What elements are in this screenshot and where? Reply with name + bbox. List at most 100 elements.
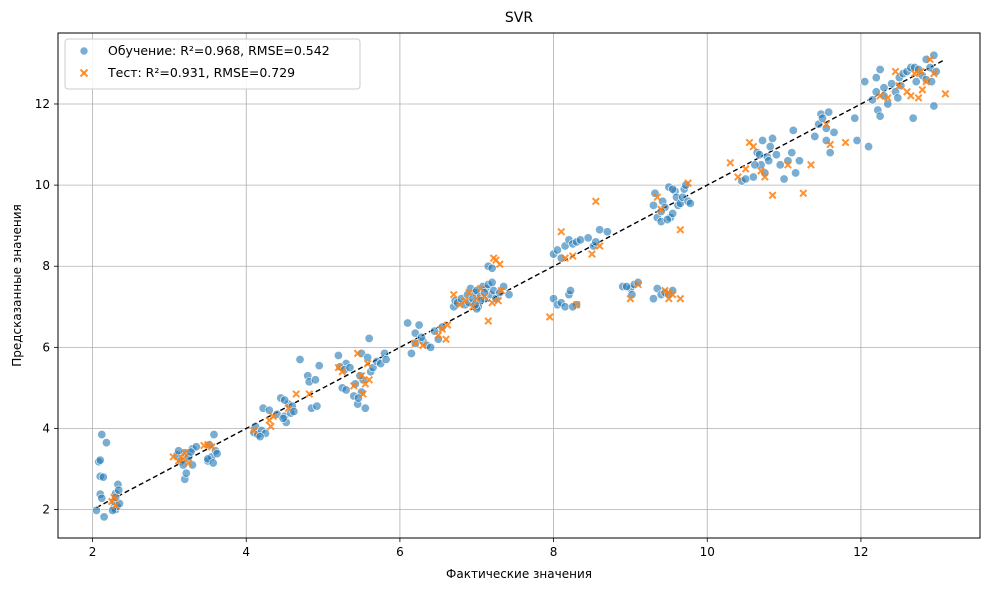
test-point [588, 250, 596, 258]
train-point [911, 77, 921, 87]
test-point [634, 280, 642, 289]
train-point [788, 125, 798, 135]
test-point [741, 164, 750, 173]
train-point [310, 375, 320, 385]
train-point [499, 282, 509, 292]
train-point [893, 93, 903, 103]
test-point [484, 317, 493, 325]
train-point [583, 233, 593, 243]
train-point [345, 363, 355, 373]
train-point [595, 225, 605, 235]
test-point [807, 160, 815, 169]
test-point [922, 77, 931, 86]
train-point [208, 458, 218, 468]
train-point [860, 77, 870, 87]
train-point [875, 65, 885, 75]
test-point [757, 167, 765, 175]
y-tick-label: 10 [35, 178, 50, 192]
legend-train-label: Обучение: R²=0.968, RMSE=0.542 [108, 43, 330, 58]
train-point [99, 512, 109, 522]
train-point [824, 107, 834, 117]
test-point [734, 173, 742, 181]
plot-frame [57, 32, 981, 539]
train-point [879, 83, 889, 93]
test-point [468, 302, 477, 311]
train-point [775, 160, 785, 170]
test-point [749, 142, 758, 151]
train-point [108, 505, 118, 515]
train-point [560, 302, 570, 312]
test-point [110, 493, 118, 502]
y-tick-label: 8 [42, 259, 50, 273]
train-point [333, 350, 343, 360]
test-point [497, 286, 506, 295]
train-point [871, 73, 881, 83]
test-point [353, 349, 362, 358]
test-point [349, 381, 358, 390]
train-point [565, 286, 575, 296]
train-point [360, 403, 370, 413]
train-point [98, 472, 108, 482]
train-point [829, 127, 839, 137]
train-point [648, 294, 658, 304]
test-point [676, 294, 685, 303]
train-point [908, 113, 918, 123]
train-point [779, 174, 789, 184]
train-point [758, 135, 768, 145]
test-point [495, 260, 504, 269]
train-point [648, 200, 658, 210]
legend-box [64, 38, 361, 90]
test-points [107, 55, 950, 510]
test-point [476, 284, 485, 293]
test-point [684, 179, 692, 187]
train-point [787, 148, 797, 158]
test-point [461, 296, 470, 305]
train-point [883, 99, 893, 109]
x-tick-label: 6 [396, 545, 404, 559]
chart-title: SVR [505, 10, 533, 26]
train-point [255, 432, 265, 442]
test-point [561, 254, 570, 263]
train-point [487, 263, 497, 273]
train-point [765, 142, 775, 152]
test-point [799, 189, 808, 198]
test-point [568, 252, 577, 260]
train-point [791, 168, 801, 178]
test-point [494, 296, 503, 305]
test-point [784, 160, 792, 169]
test-point [357, 371, 366, 380]
train-point [355, 371, 365, 381]
train-point [191, 442, 201, 452]
test-point [488, 298, 497, 307]
test-point [664, 288, 673, 297]
train-point [741, 174, 751, 184]
test-point [363, 359, 372, 368]
train-point [552, 245, 562, 255]
test-point [760, 173, 769, 181]
train-point [487, 277, 497, 287]
test-point [626, 294, 635, 303]
test-point [207, 442, 216, 451]
test-point [883, 93, 892, 102]
test-point [653, 193, 662, 202]
train-point [416, 332, 426, 342]
test-point [726, 158, 735, 167]
test-point [111, 501, 120, 510]
test-point [661, 286, 669, 295]
reference-line-group [96, 58, 946, 509]
test-point [918, 85, 927, 94]
test-point [284, 404, 293, 413]
train-points [91, 50, 941, 522]
train-point [575, 235, 585, 245]
test-point [292, 390, 301, 398]
train-point [750, 160, 760, 170]
x-tick-label: 12 [853, 545, 868, 559]
train-point [209, 430, 219, 440]
train-point [364, 333, 374, 343]
train-point [280, 395, 290, 405]
test-point [180, 448, 189, 457]
test-point [668, 290, 677, 299]
train-point [622, 282, 632, 292]
test-point [572, 300, 581, 309]
test-point [926, 55, 934, 64]
